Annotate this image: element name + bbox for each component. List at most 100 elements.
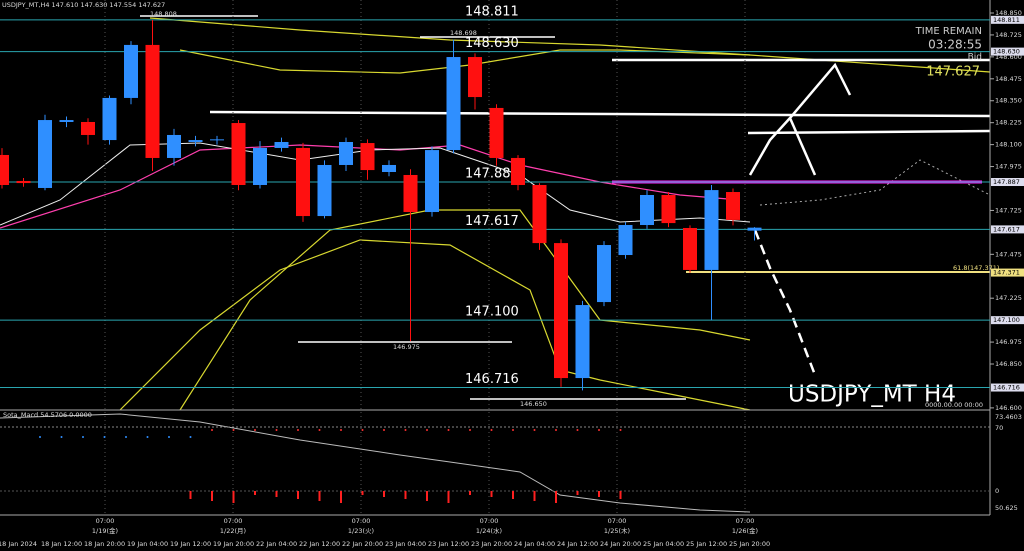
x-tick-label: 23 Jan 04:00 xyxy=(385,540,426,548)
indicator-dot xyxy=(512,429,514,431)
indicator-dot xyxy=(39,436,41,438)
session-date: 1/24(水) xyxy=(476,526,502,535)
band-lower xyxy=(119,239,751,411)
y-tick-label: 148.475 xyxy=(995,75,1022,83)
indicator-dot xyxy=(232,429,235,431)
candle-body xyxy=(661,194,676,224)
x-tick-label: 19 Jan 12:00 xyxy=(170,540,211,548)
candle-body xyxy=(468,57,482,98)
level-label: 147.887 xyxy=(465,167,519,182)
session-date: 1/23(火) xyxy=(348,527,374,535)
y-tick-label: 148.600 xyxy=(995,53,1022,61)
session-date: 1/26(金) xyxy=(732,526,758,535)
indicator-dot xyxy=(275,429,278,431)
x-tick-label: 19 Jan 20:00 xyxy=(213,540,254,548)
candle-body xyxy=(16,180,31,184)
level-label: 147.617 xyxy=(465,214,519,229)
session-time: 07:00 xyxy=(224,517,243,525)
candle-body xyxy=(296,147,310,217)
price-box-label: 146.716 xyxy=(993,384,1020,392)
candle-body xyxy=(618,225,633,256)
arrow xyxy=(788,117,817,176)
indicator-dot xyxy=(598,429,600,431)
band-lower2 xyxy=(179,209,751,411)
y-tick-label: 147.475 xyxy=(995,250,1022,258)
annotation: 146.650 xyxy=(520,400,547,408)
session-time: 07:00 xyxy=(480,517,499,525)
indicator-dot xyxy=(447,429,450,431)
x-tick-label: 22 Jan 20:00 xyxy=(342,540,383,548)
candle-body xyxy=(532,184,547,244)
y-tick-label: 147.725 xyxy=(995,206,1022,214)
candle-body xyxy=(726,192,740,220)
candle-body xyxy=(253,147,267,185)
level-label: 148.811 xyxy=(465,4,519,19)
indicator-dot xyxy=(361,429,364,431)
price-box-label: 147.100 xyxy=(993,316,1020,324)
x-tick-label: 18 Jan 12:00 xyxy=(41,540,82,548)
y-tick-label: 148.725 xyxy=(995,31,1022,39)
y-tick-label: 146.975 xyxy=(995,338,1022,346)
indicator-dot xyxy=(254,429,256,431)
price-box xyxy=(991,225,1024,234)
time-remain: 03:28:55 xyxy=(928,38,982,52)
candle-body xyxy=(747,227,762,231)
x-tick-label: 25 Jan 04:00 xyxy=(643,540,684,548)
candle-body xyxy=(704,190,719,270)
x-tick-label: 23 Jan 20:00 xyxy=(471,540,512,548)
indicator-dot xyxy=(404,429,407,431)
session-date: 1/22(月) xyxy=(220,527,246,535)
symbol-label: USDJPY_MT H4 xyxy=(788,382,956,408)
candle-body xyxy=(403,174,418,213)
candle-body xyxy=(511,157,525,185)
indicator-dot xyxy=(103,436,106,438)
indicator-dot xyxy=(383,429,385,431)
x-tick-label: 25 Jan 12:00 xyxy=(686,540,727,548)
price-box-label: 148.811 xyxy=(993,16,1020,24)
indicator-dot xyxy=(490,429,493,431)
arrow xyxy=(748,62,852,176)
indicator-line xyxy=(0,413,751,513)
candle-body xyxy=(683,227,697,270)
level-label: 148.630 xyxy=(465,36,519,51)
y-tick-label: 146.850 xyxy=(995,360,1022,368)
ma-pink xyxy=(0,144,741,229)
indicator-dot xyxy=(146,436,149,438)
indicator-dot xyxy=(469,429,471,431)
candle-body xyxy=(446,57,461,151)
chart-title: USDJPY_MT,H4 147.610 147.630 147.554 147… xyxy=(2,1,165,9)
candle-body xyxy=(554,243,568,379)
price-box xyxy=(991,15,1024,24)
candle-body xyxy=(210,139,224,141)
indicator-dot xyxy=(211,429,213,431)
annotation: 148.808 xyxy=(150,10,177,18)
level-label: 147.100 xyxy=(465,305,519,320)
candle-body xyxy=(382,164,396,173)
indicator-dot xyxy=(576,429,579,431)
indicator-scale: 73.4603 xyxy=(995,413,1022,421)
candle-body xyxy=(425,150,439,213)
ma-white xyxy=(0,142,751,226)
candle-body xyxy=(489,107,504,158)
x-tick-label: 23 Jan 12:00 xyxy=(428,540,469,548)
candle-body xyxy=(597,245,611,303)
x-tick-label: 24 Jan 20:00 xyxy=(600,540,641,548)
candle-body xyxy=(360,143,375,171)
level-label: 146.716 xyxy=(465,372,519,387)
indicator-dot xyxy=(533,429,536,431)
indicator-dot xyxy=(189,436,192,438)
candle-body xyxy=(231,123,246,185)
band-upper2 xyxy=(179,49,751,74)
candle-body xyxy=(59,120,74,122)
bid-label: Bid xyxy=(968,53,982,63)
x-tick-label: 22 Jan 12:00 xyxy=(299,540,340,548)
x-tick-label: 22 Jan 04:00 xyxy=(256,540,297,548)
annotation: 0000.00.00 00:00 xyxy=(925,401,983,409)
x-tick-label: 18 Jan 2024 xyxy=(0,540,37,548)
session-time: 07:00 xyxy=(96,517,115,525)
session-time: 07:00 xyxy=(352,517,371,525)
candle-body xyxy=(317,164,332,217)
candle-body xyxy=(102,97,117,141)
y-tick-label: 146.600 xyxy=(995,404,1022,412)
indicator-dot xyxy=(318,429,321,431)
